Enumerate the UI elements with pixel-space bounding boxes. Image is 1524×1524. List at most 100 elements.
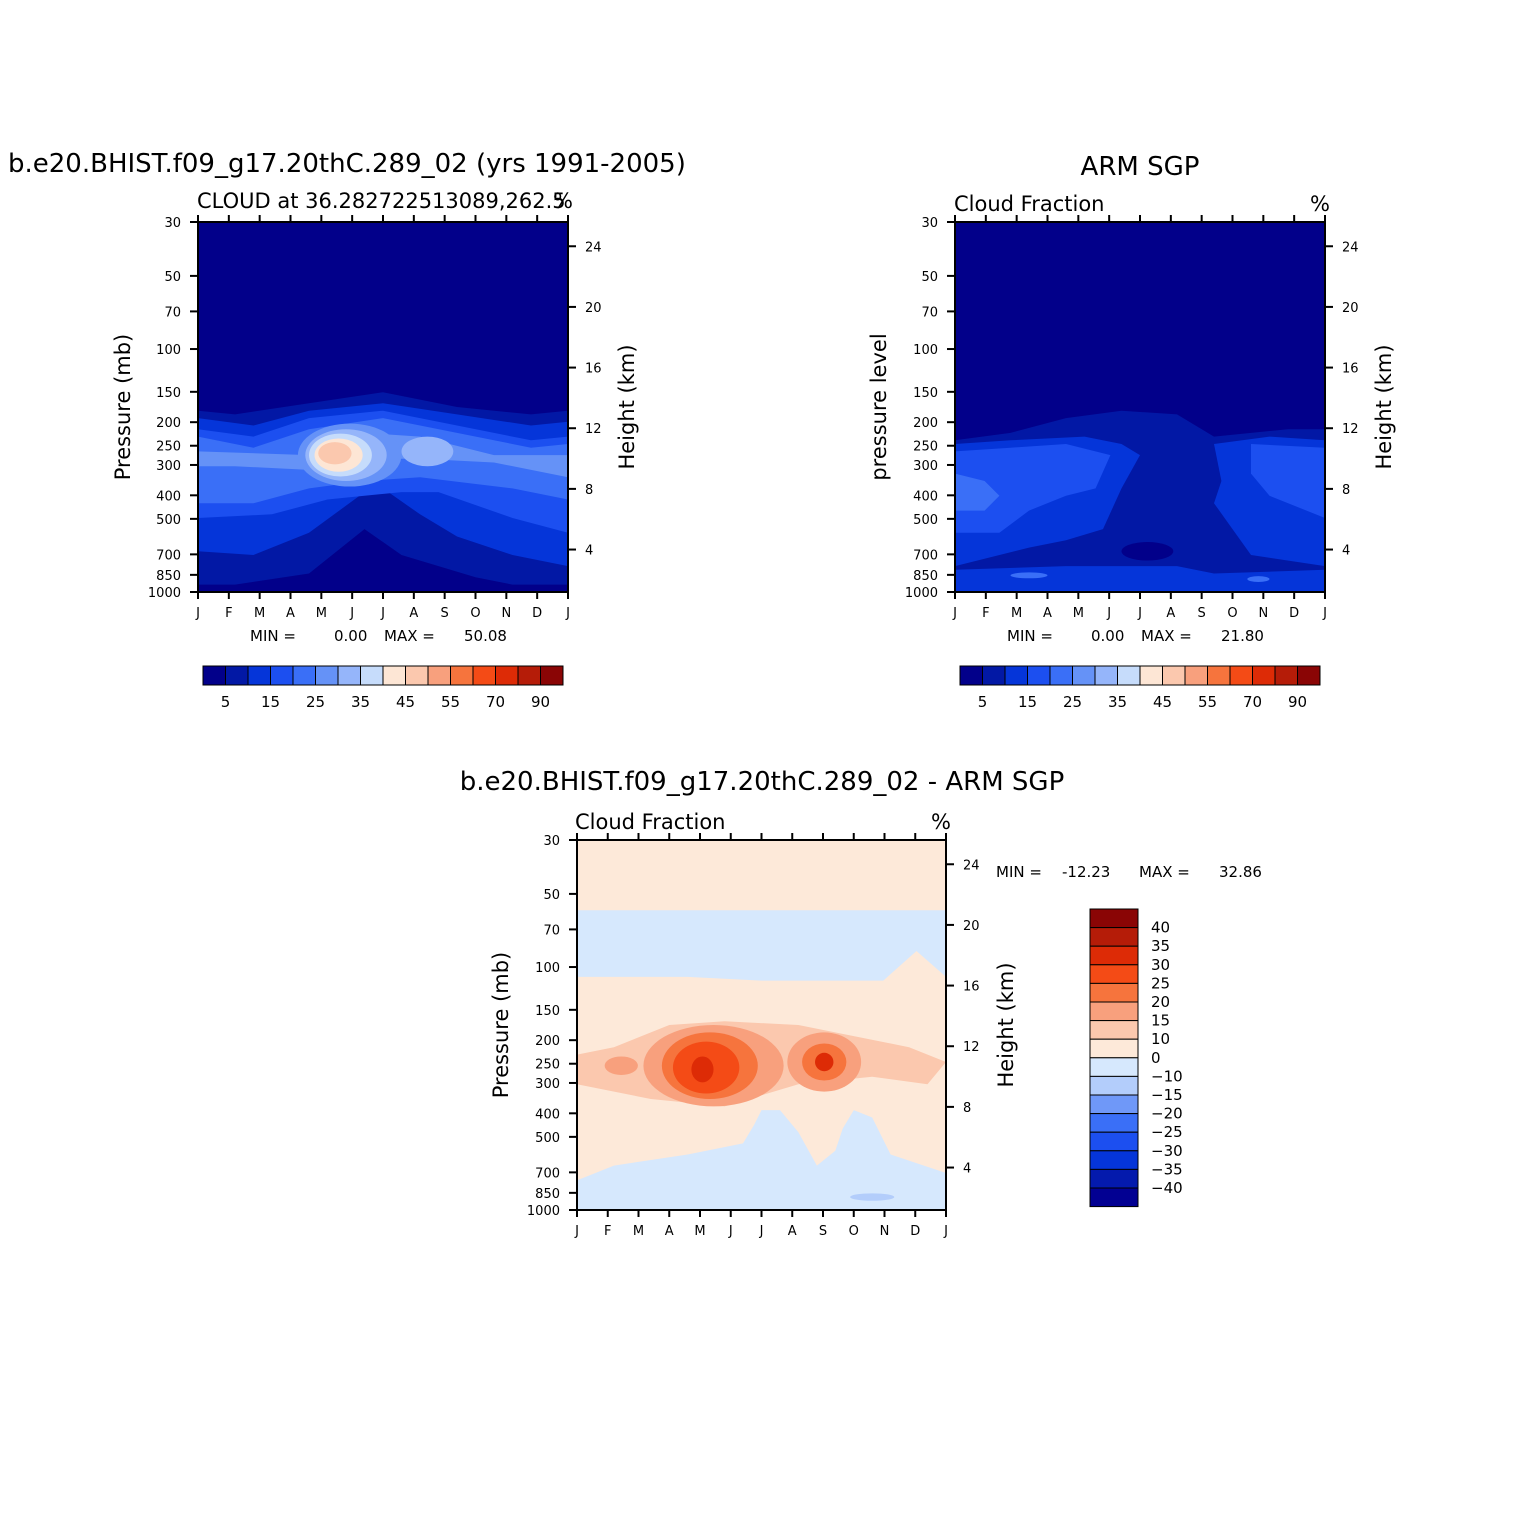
colorbar-label: 20 [1151, 993, 1170, 1011]
colorbar-box [1089, 1020, 1139, 1040]
colorbar-box [450, 665, 474, 686]
colorbar-box [1089, 964, 1139, 984]
panel1-ytick-label: 300 [156, 459, 181, 474]
panel2-blob [1010, 572, 1048, 579]
panel1-max-label: MAX = [384, 627, 435, 645]
colorbar-box [1139, 665, 1163, 686]
panel2-ylabel: pressure level [867, 333, 891, 480]
panel1-blob [401, 436, 454, 467]
panel1-xtick-label: J [349, 606, 354, 621]
panel1-ytick-label: 100 [156, 343, 181, 358]
colorbar-box [1117, 665, 1141, 686]
panel1-title: b.e20.BHIST.f09_g17.20thC.289_02 (yrs 19… [8, 149, 686, 179]
panel1-xtick-label: A [286, 606, 295, 621]
panel3-contours [577, 840, 946, 1210]
panel2-y2tick-label: 4 [1342, 544, 1350, 559]
colorbar-box [1027, 665, 1051, 686]
colorbar-box [1089, 1187, 1139, 1208]
colorbar-label: 15 [1018, 693, 1037, 711]
panel2-xtick-label: J [952, 606, 957, 621]
panel1-y2tick-label: 12 [585, 422, 602, 437]
panel1-xtick-label: D [532, 606, 542, 621]
panel2-xtick-label: M [1011, 606, 1022, 621]
panel2-title: ARM SGP [1081, 152, 1200, 182]
panel3-xtick-label: J [943, 1224, 948, 1239]
colorbar-label: 55 [1198, 693, 1217, 711]
colorbar-box [959, 665, 983, 686]
panel2-ytick-label: 200 [913, 416, 938, 431]
panel1-xtick-label: M [254, 606, 265, 621]
panel3-y2tick-label: 16 [963, 980, 980, 995]
panel3-ytick-label: 50 [543, 888, 560, 903]
panel3-ytick-label: 700 [535, 1166, 560, 1181]
panel1-ylabel: Pressure (mb) [111, 334, 135, 481]
panel3-ytick-label: 200 [535, 1034, 560, 1049]
panel2-subtitle-left: Cloud Fraction [954, 192, 1105, 216]
panel1-ytick-label: 700 [156, 548, 181, 563]
panel2-ytick-label: 400 [913, 489, 938, 504]
panel2-ytick-label: 250 [913, 440, 938, 455]
colorbar-label: 35 [1108, 693, 1127, 711]
panel1-y2tick-label: 24 [585, 240, 602, 255]
colorbar-label: −35 [1151, 1160, 1183, 1178]
panel3-blob [850, 1193, 895, 1201]
colorbar-box [1089, 1150, 1139, 1170]
colorbar-label: 90 [531, 693, 550, 711]
panel2-ytick-label: 700 [913, 548, 938, 563]
panel3-max-label: MAX = [1139, 863, 1190, 881]
panel3-xtick-label: M [633, 1224, 644, 1239]
colorbar-label: 40 [1151, 919, 1170, 937]
panel3-subtitle-left: Cloud Fraction [575, 810, 726, 834]
panel2-xtick-label: S [1198, 606, 1206, 621]
panel3-ytick-label: 1000 [527, 1204, 560, 1219]
panel2-y2tick-label: 8 [1342, 483, 1350, 498]
panel1-y2label: Height (km) [615, 344, 639, 469]
panel2-y2tick-label: 20 [1342, 301, 1359, 316]
colorbar-label: 5 [221, 693, 231, 711]
panel3-blob [691, 1056, 714, 1083]
colorbar-box [1049, 665, 1073, 686]
panel1-subtitle-right: % [553, 189, 573, 213]
panel3-title: b.e20.BHIST.f09_g17.20thC.289_02 - ARM S… [460, 767, 1065, 797]
colorbar-box [427, 665, 451, 686]
panel2-xtick-label: N [1258, 606, 1268, 621]
panel2-band [955, 473, 1000, 511]
panel1-xtick-label: J [565, 606, 570, 621]
panel1-xtick-label: J [195, 606, 200, 621]
colorbar-box [202, 665, 226, 686]
panel2-subtitle-right: % [1310, 192, 1330, 216]
panel2-contours [955, 222, 1325, 592]
panel1-ytick-label: 250 [156, 440, 181, 455]
colorbar-label: 25 [1151, 974, 1170, 992]
panel2-ytick-label: 100 [913, 343, 938, 358]
panel3-ytick-label: 250 [535, 1058, 560, 1073]
colorbar-box [1297, 665, 1321, 686]
colorbar-label: 90 [1288, 693, 1307, 711]
panel3-y2tick-label: 12 [963, 1040, 980, 1055]
panel2-xtick-label: A [1166, 606, 1175, 621]
panel2-min-label: MIN = [1007, 627, 1053, 645]
panel1-xtick-label: M [316, 606, 327, 621]
panel2-xtick-label: M [1073, 606, 1084, 621]
panel2-y2tick-label: 12 [1342, 422, 1359, 437]
panel1-ytick-label: 70 [164, 305, 181, 320]
colorbar-box [1274, 665, 1298, 686]
panel2-ytick-label: 500 [913, 513, 938, 528]
panel1-ytick-label: 150 [156, 386, 181, 401]
colorbar-label: 25 [306, 693, 325, 711]
panel2-xtick-label: J [1106, 606, 1111, 621]
panel1-ytick-label: 50 [164, 270, 181, 285]
colorbar-box [1089, 1001, 1139, 1022]
colorbar-box [1004, 665, 1028, 686]
panel2-y2tick-label: 24 [1342, 240, 1359, 255]
panel3-ytick-label: 30 [543, 834, 560, 849]
panel2-max-label: MAX = [1141, 627, 1192, 645]
panel3-y2tick-label: 8 [963, 1101, 971, 1116]
panel1-ytick-label: 1000 [148, 586, 181, 601]
panel3-axes: J F M A M J J A S O N D J 30 50 70 100 150 200 250 300 400 500… [527, 833, 980, 1239]
panel3-xtick-label: A [788, 1224, 797, 1239]
panel3-xtick-label: A [665, 1224, 674, 1239]
colorbar-label: 55 [441, 693, 460, 711]
colorbar-label: 15 [261, 693, 280, 711]
panel1-min-value: 0.00 [334, 627, 367, 645]
